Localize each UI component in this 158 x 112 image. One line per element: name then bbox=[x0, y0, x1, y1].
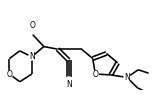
Circle shape bbox=[66, 77, 72, 83]
Circle shape bbox=[124, 74, 130, 81]
Circle shape bbox=[92, 71, 98, 77]
Text: O: O bbox=[30, 21, 36, 30]
Circle shape bbox=[29, 27, 36, 34]
Text: N: N bbox=[66, 80, 72, 89]
Text: N: N bbox=[124, 73, 130, 82]
Text: O: O bbox=[92, 70, 98, 79]
Text: N: N bbox=[29, 52, 35, 61]
Text: O: O bbox=[6, 70, 12, 79]
Circle shape bbox=[6, 71, 12, 77]
Circle shape bbox=[29, 54, 35, 60]
